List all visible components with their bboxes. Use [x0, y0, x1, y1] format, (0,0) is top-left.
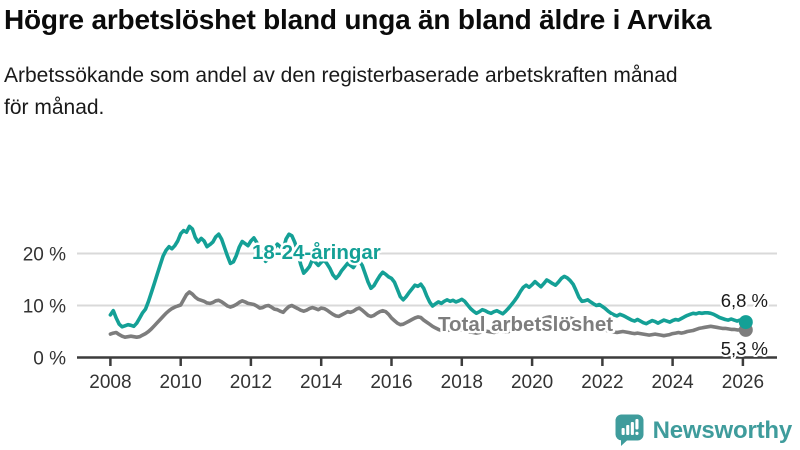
x-tick-label: 2026: [722, 372, 764, 393]
y-tick-label: 0 %: [33, 349, 66, 370]
bar-small-icon: [621, 428, 625, 435]
bar-medium-icon: [625, 425, 629, 435]
chart-header: Högre arbetslöshet bland unga än bland ä…: [4, 0, 796, 124]
y-axis-labels: 0 % 10 % 20 %: [23, 245, 66, 370]
bar-tall-icon: [630, 422, 634, 435]
series-annotations: Total arbetslöshet 5,3 % 18-24-åringar 6,8 …: [250, 239, 771, 362]
x-tick-label: 2018: [441, 372, 483, 393]
x-tick-label: 2014: [300, 372, 343, 393]
x-axis-labels: 2008 2010 2012 2014 2016 2018 2020 2022 2024 2026: [89, 372, 764, 393]
series-label: 18-24-åringar: [252, 241, 381, 264]
series-label: Total arbetslöshet: [438, 313, 613, 336]
gridlines: [77, 252, 777, 307]
series-end-dots: [738, 315, 753, 337]
newsworthy-logo-icon: [615, 414, 644, 446]
chart-title: Högre arbetslöshet bland unga än bland ä…: [4, 4, 712, 35]
x-tick-label: 2016: [370, 372, 412, 393]
series-line: [108, 224, 748, 329]
speech-bubble-shape: [615, 414, 644, 446]
series-end-value-label: 5,3 %: [721, 338, 768, 359]
series-end-dot: [738, 315, 753, 330]
x-tick-label: 2024: [651, 372, 694, 393]
newsworthy-logo: Newsworthy: [615, 414, 792, 447]
x-tick-label: 2008: [89, 372, 131, 393]
x-tick-label: 2012: [230, 372, 272, 393]
x-tick-label: 2010: [160, 372, 202, 393]
y-tick-label: 10 %: [23, 297, 66, 318]
x-tick-label: 2022: [581, 372, 623, 393]
exclamation-dot-icon: [635, 431, 639, 435]
chart-subtitle: Arbetssökande som andel av den registerb…: [4, 64, 678, 120]
y-tick-label: 20 %: [23, 245, 66, 266]
exclamation-bar-icon: [635, 419, 639, 430]
x-tick-label: 2020: [511, 372, 553, 393]
newsworthy-wordmark: Newsworthy: [652, 416, 793, 444]
series-end-value-label: 6,8 %: [721, 290, 768, 311]
series-line: [108, 290, 748, 340]
x-axis: [77, 356, 777, 366]
series-lines: [108, 224, 748, 340]
